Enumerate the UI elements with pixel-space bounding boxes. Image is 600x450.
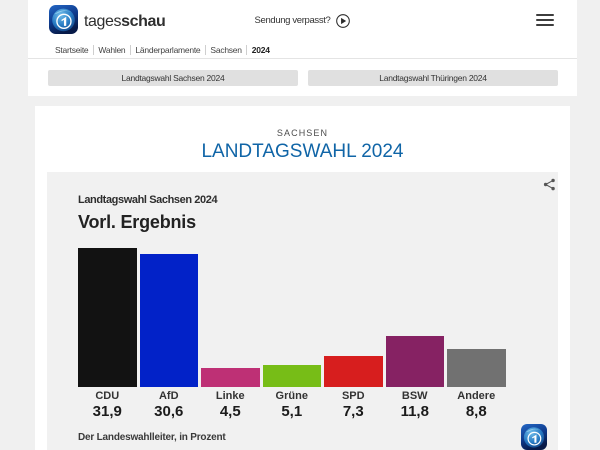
breadcrumb-item-länderparlamente[interactable]: Länderparlamente — [135, 44, 201, 55]
breadcrumb-item-2024[interactable]: 2024 — [251, 44, 270, 55]
bar-chart: CDU 31,9 AfD 30,6 Linke 4,5 Grüne 5,1 SPD 7,3 BSW 1… — [47, 172, 558, 450]
bar-label-cdu: CDU — [95, 390, 120, 402]
site-header-band: tagesschau Sendung verpasst? Startseite W… — [28, 0, 577, 96]
bar-value-cdu: 31,9 — [92, 403, 122, 420]
bar-label-bsw: BSW — [401, 390, 428, 402]
bar-label-linke: Linke — [215, 390, 245, 402]
bar-label-andere: Andere — [457, 390, 496, 402]
brand-wordmark[interactable]: tagesschau — [84, 13, 166, 31]
bar-value-spd: 7,3 — [342, 403, 364, 420]
brand-bold: schau — [121, 13, 166, 30]
ard-logo-icon — [521, 424, 547, 450]
sendung-verpasst-label: Sendung verpasst? — [254, 15, 331, 26]
page-title: LANDTAGSWAHL 2024 — [201, 141, 404, 162]
bar-grüne — [262, 365, 321, 388]
bar-cdu — [78, 248, 137, 388]
result-chart-card: Landtagswahl Sachsen 2024 Vorl. Ergebnis… — [47, 172, 558, 450]
breadcrumb-separator — [204, 44, 206, 55]
share-button[interactable] — [543, 178, 556, 191]
menu-bar — [535, 23, 554, 26]
menu-icon[interactable] — [535, 13, 554, 26]
menu-bar — [535, 13, 554, 16]
bar-value-linke: 4,5 — [219, 403, 241, 420]
tagesschau-logo-icon[interactable] — [49, 5, 78, 34]
play-icon — [336, 13, 351, 28]
tab-button-0[interactable]: Landtagswahl Sachsen 2024 — [48, 70, 298, 86]
bar-linke — [201, 367, 260, 388]
bar-value-bsw: 11,8 — [400, 403, 429, 420]
bar-value-andere: 8,8 — [465, 403, 487, 420]
bar-bsw — [385, 336, 444, 388]
breadcrumb-item-startseite[interactable]: Startseite — [55, 44, 89, 55]
breadcrumb: Startseite Wahlen Länderparlamente Sachsen 2… — [28, 41, 577, 59]
chart-subtitle: Vorl. Ergebnis — [78, 212, 196, 232]
chart-title: Landtagswahl Sachsen 2024 — [78, 193, 218, 206]
chart-source: Der Landeswahlleiter, in Prozent — [78, 432, 226, 443]
election-tabs: Landtagswahl Sachsen 2024 Landtagswahl Th… — [48, 70, 558, 86]
brand-regular: tages — [84, 13, 122, 30]
share-icon — [543, 178, 555, 191]
tab-button-1[interactable]: Landtagswahl Thüringen 2024 — [308, 70, 558, 86]
bar-andere — [447, 349, 506, 388]
menu-bar — [535, 18, 554, 21]
bar-label-afd: AfD — [158, 390, 179, 402]
breadcrumb-separator — [129, 44, 131, 55]
sendung-verpasst-link[interactable]: Sendung verpasst? — [28, 0, 577, 41]
bar-spd — [324, 355, 383, 388]
bar-value-grüne: 5,1 — [281, 403, 303, 420]
breadcrumb-item-wahlen[interactable]: Wahlen — [98, 44, 126, 55]
breadcrumb-separator — [92, 44, 94, 55]
kicker: SACHSEN — [276, 128, 329, 138]
main-content: SACHSEN LANDTAGSWAHL 2024 Landtagswahl S… — [35, 106, 570, 450]
bar-label-spd: SPD — [341, 390, 365, 402]
breadcrumb-item-sachsen[interactable]: Sachsen — [210, 44, 242, 55]
bar-label-grüne: Grüne — [275, 390, 308, 402]
bar-afd — [139, 254, 198, 388]
bar-value-afd: 30,6 — [154, 403, 184, 420]
breadcrumb-separator — [246, 44, 248, 55]
header: tagesschau Sendung verpasst? — [28, 0, 577, 41]
